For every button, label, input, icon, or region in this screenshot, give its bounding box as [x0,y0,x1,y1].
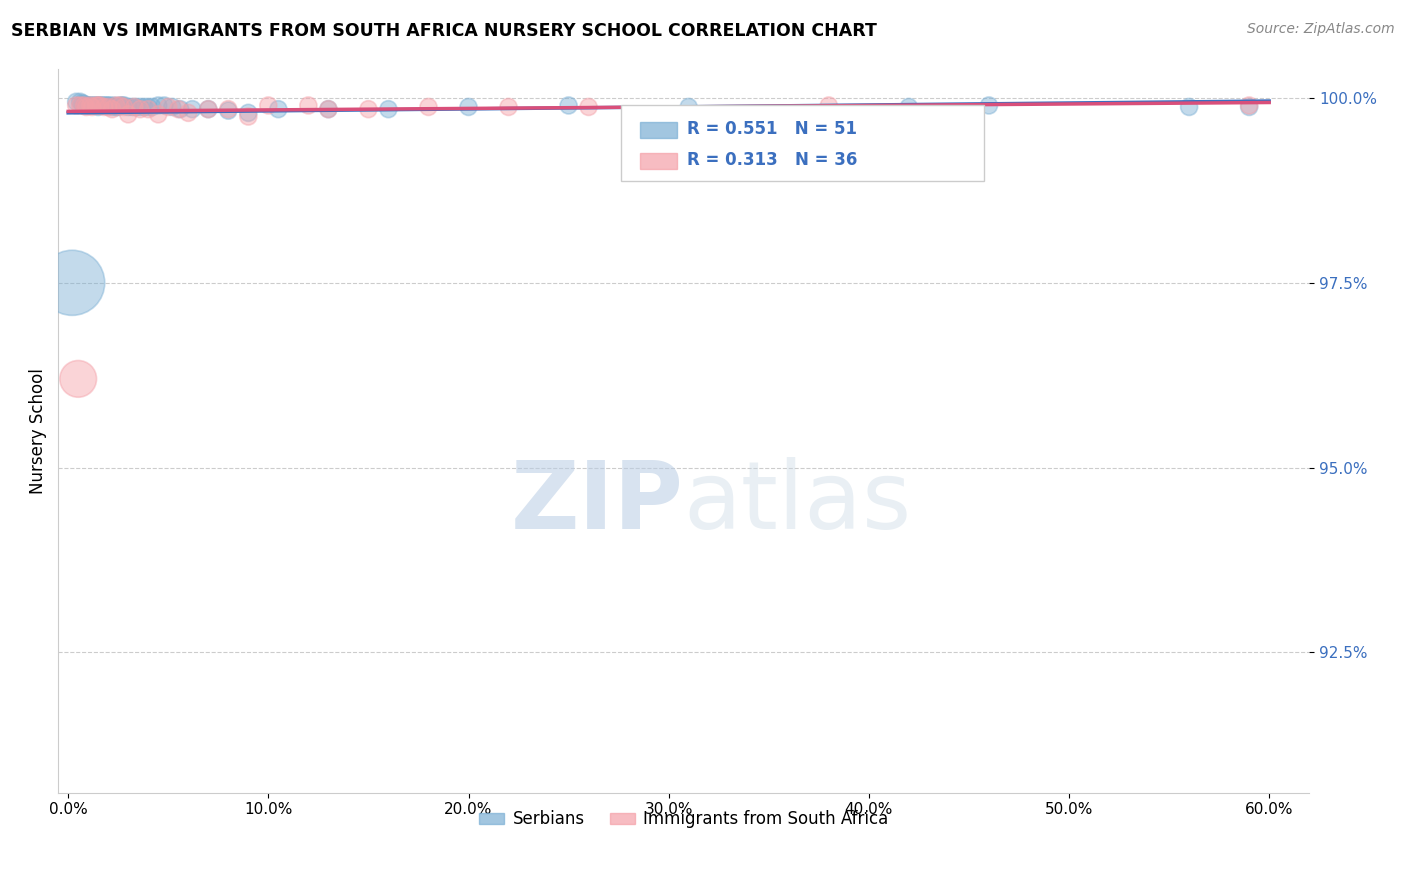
Point [75,98,97,112]
Text: SERBIAN VS IMMIGRANTS FROM SOUTH AFRICA NURSERY SCHOOL CORRELATION CHART: SERBIAN VS IMMIGRANTS FROM SOUTH AFRICA … [11,22,877,40]
Point [87,100,110,114]
FancyBboxPatch shape [621,104,984,181]
Point [105,98,128,112]
Point [117,100,139,114]
Point [181,102,204,116]
Point [197,102,219,116]
Point [1237,98,1260,112]
Point [678,100,700,114]
Point [110,98,132,112]
Point [136,100,159,114]
Point [75,100,97,114]
Point [112,100,135,114]
Point [112,98,135,112]
Point [167,102,190,116]
Point [83,98,105,112]
Point [70,96,93,111]
Point [77,98,100,112]
Point [107,100,129,114]
Point [101,102,124,116]
Point [89,98,111,112]
Point [73,98,96,112]
Point [977,98,1000,112]
Point [93,98,115,112]
Point [157,100,180,114]
Point [89,98,111,112]
Bar [640,121,678,137]
Point [82,98,104,112]
Point [217,102,239,116]
Point [498,100,520,114]
Point [79,98,101,112]
Point [418,100,440,114]
Point [578,100,600,114]
Point [121,100,143,114]
Point [87,98,110,112]
Point [129,100,152,114]
Point [162,100,184,114]
Point [97,98,120,112]
Point [197,102,219,116]
Point [93,100,115,114]
Point [129,102,152,116]
Point [238,106,260,120]
Point [217,103,239,118]
Text: atlas: atlas [683,457,912,549]
Point [148,107,170,121]
Point [117,107,139,121]
Point [73,97,96,112]
Point [97,100,120,114]
Point [134,100,156,114]
Point [817,98,839,112]
Point [65,98,87,112]
Point [69,95,91,109]
Text: Source: ZipAtlas.com: Source: ZipAtlas.com [1247,22,1395,37]
Point [69,98,91,112]
Point [103,98,125,112]
Point [91,98,114,112]
Point [457,100,479,114]
Point [297,98,319,112]
Text: ZIP: ZIP [510,457,683,549]
Y-axis label: Nursery School: Nursery School [30,368,46,493]
Point [110,98,132,112]
Point [84,98,107,112]
Point [67,372,90,386]
Point [318,102,340,116]
Point [897,100,920,114]
Point [111,98,134,112]
Point [177,106,200,120]
Point [84,98,107,112]
Point [122,100,145,114]
Point [257,98,280,112]
Point [87,98,110,112]
Point [105,100,128,114]
Point [267,102,290,116]
Point [65,95,87,109]
Point [98,98,121,112]
Point [557,98,579,112]
Bar [640,153,678,169]
Point [79,98,101,112]
Point [169,102,191,116]
Point [101,100,124,114]
Point [136,102,159,116]
Point [1178,100,1201,114]
Point [357,102,380,116]
Point [238,110,260,124]
Text: R = 0.313   N = 36: R = 0.313 N = 36 [688,151,858,169]
Point [60,276,83,290]
Point [148,98,170,112]
Text: R = 0.551   N = 51: R = 0.551 N = 51 [688,120,858,138]
Point [125,100,148,114]
Point [153,98,176,112]
Point [96,98,118,112]
Legend: Serbians, Immigrants from South Africa: Serbians, Immigrants from South Africa [472,804,894,835]
Point [377,102,399,116]
Point [141,100,163,114]
Point [1237,100,1260,114]
Point [318,102,340,116]
Point [82,100,104,114]
